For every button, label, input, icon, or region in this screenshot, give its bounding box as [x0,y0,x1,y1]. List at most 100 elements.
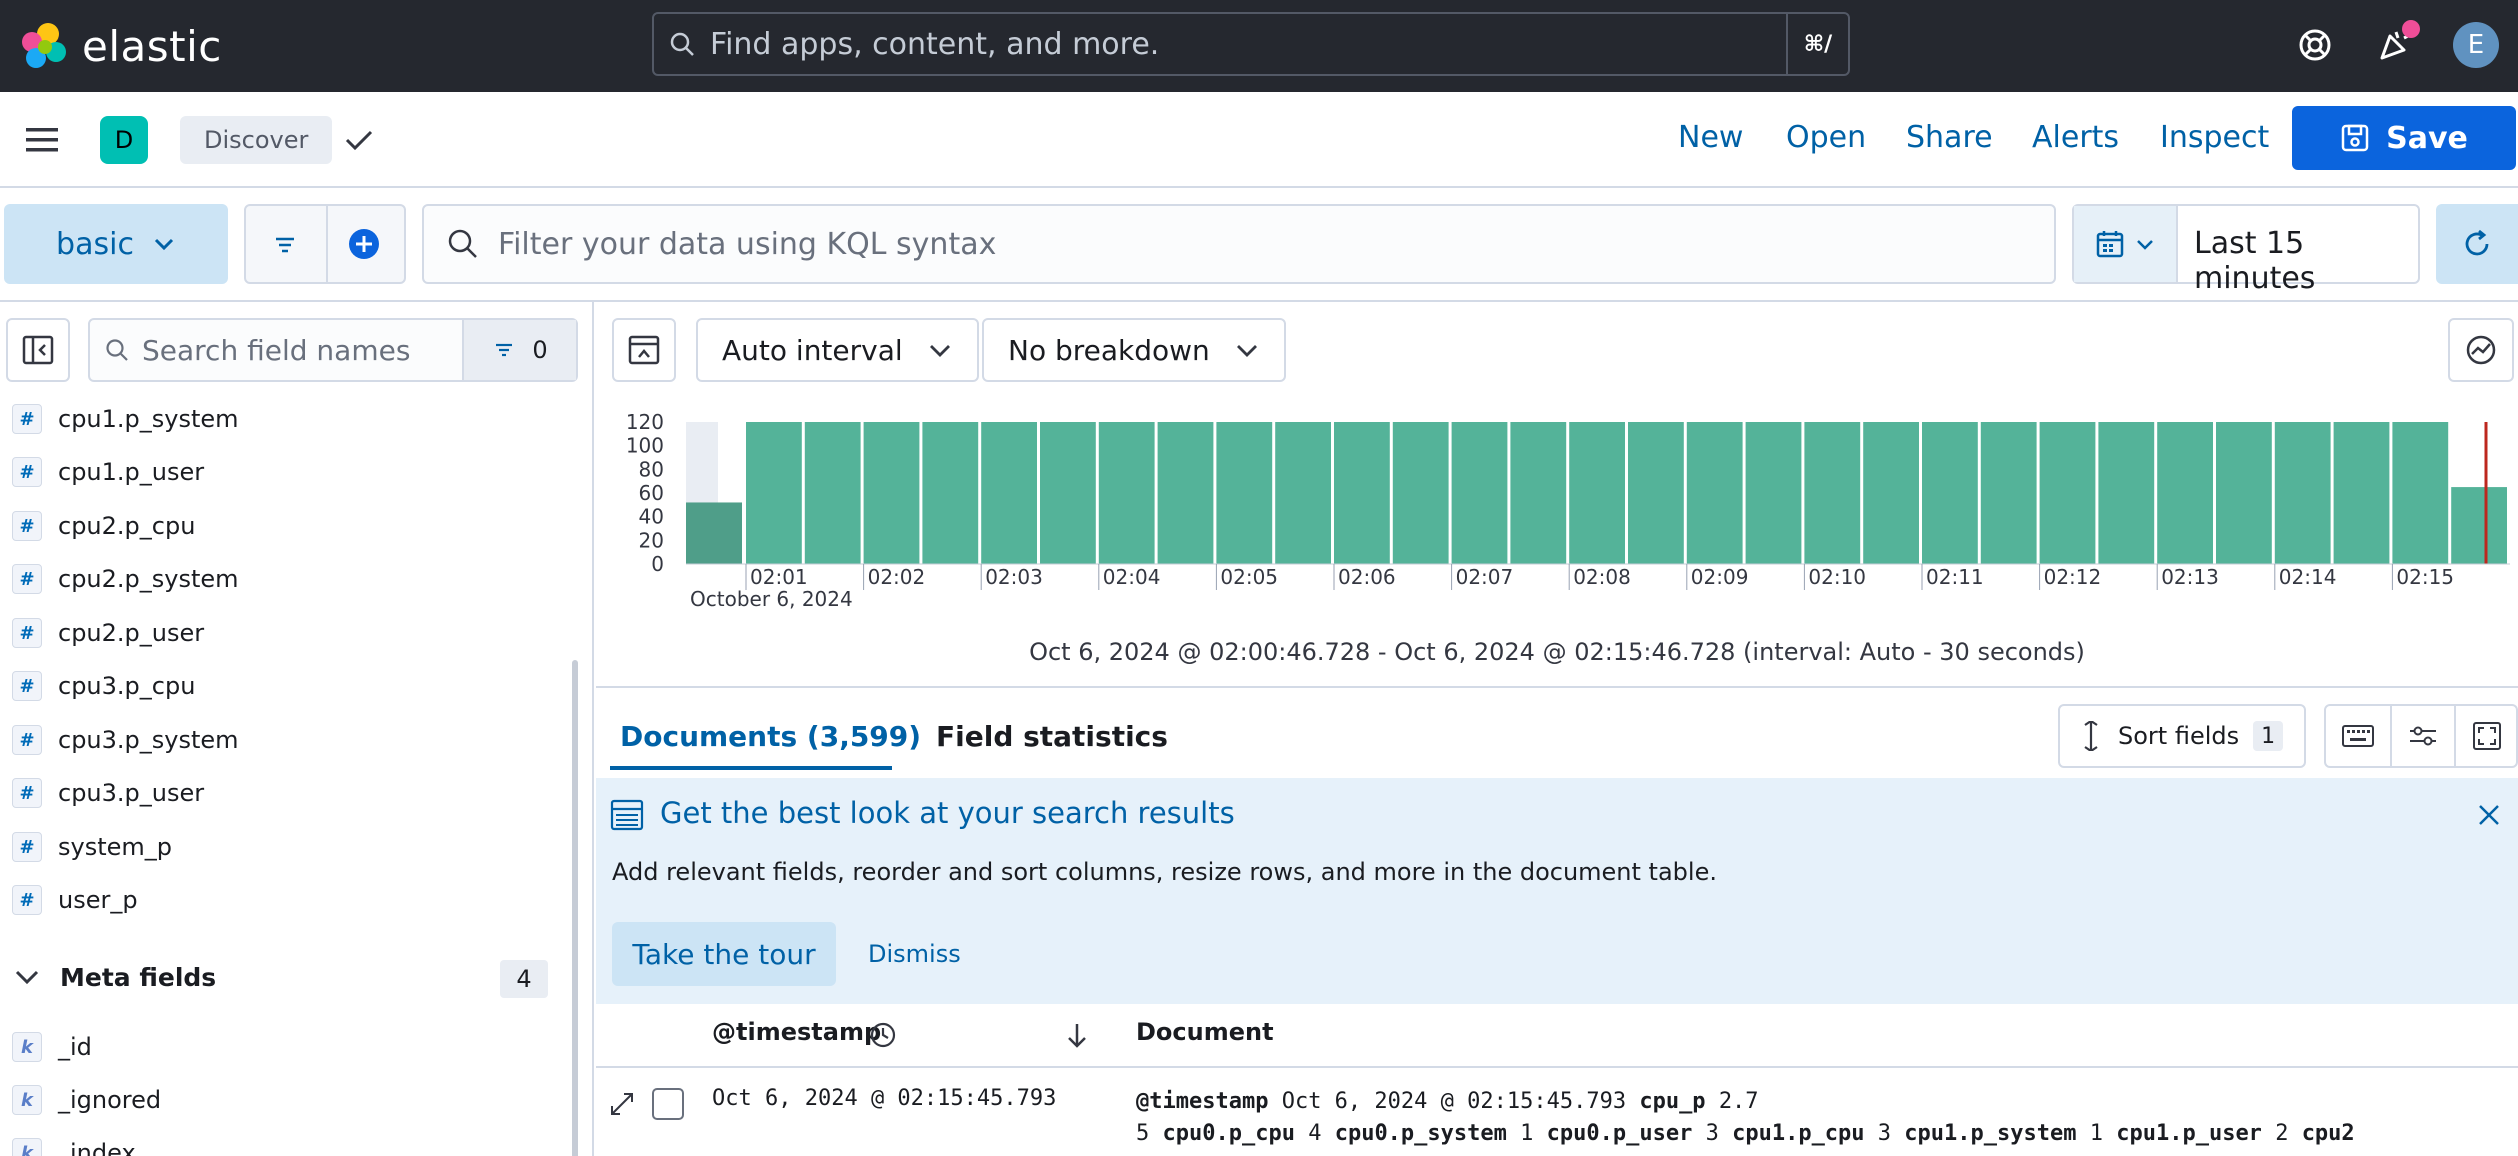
refresh-icon [2465,229,2489,256]
sidebar-scrollbar[interactable] [572,660,578,1156]
refresh-button[interactable] [2436,204,2518,284]
histogram-bar [1980,422,2037,564]
inspect-link[interactable]: Inspect [2160,120,2270,155]
field-item[interactable]: # cpu3.p_cpu [0,661,560,711]
field-item[interactable]: k _ignored [0,1075,560,1125]
tab-documents[interactable]: Documents (3,599) [620,720,922,753]
quick-menu-button[interactable] [2074,206,2178,282]
field-type-filter-button[interactable]: 0 [462,320,576,380]
filter-count: 0 [532,336,548,364]
check-icon [344,128,374,152]
calendar-icon [2096,231,2124,258]
doc-key: cpu0.p_user [1546,1121,1693,1146]
column-header-document[interactable]: Document [1136,1018,1274,1046]
field-item[interactable]: # cpu1.p_system [0,394,560,444]
tab-field-statistics[interactable]: Field statistics [936,720,1168,753]
dismiss-button[interactable]: Dismiss [868,940,961,968]
user-avatar[interactable]: E [2453,22,2499,68]
field-item[interactable]: # cpu3.p_system [0,715,560,765]
chevron-down-icon [154,238,173,251]
data-view-picker[interactable]: basic [4,204,228,284]
display-settings-button[interactable] [2390,706,2454,766]
sort-descending-icon[interactable] [1062,1020,1092,1050]
field-item[interactable]: # cpu3.p_user [0,768,560,818]
table-density-icon [610,799,644,831]
alerts-link[interactable]: Alerts [2032,120,2120,155]
doc-value: Oct 6, 2024 @ 02:15:45.793 [1281,1089,1627,1114]
field-item[interactable]: k _index [0,1128,560,1156]
field-item[interactable]: # cpu2.p_user [0,608,560,658]
interval-select[interactable]: Auto interval [696,318,979,382]
filter-icon [276,237,294,253]
hide-chart-button[interactable] [612,318,676,382]
sort-fields-button[interactable]: Sort fields 1 [2058,704,2306,768]
field-name: cpu1.p_system [58,405,239,433]
number-type-icon: # [12,671,42,701]
collapse-sidebar-button[interactable] [6,318,70,382]
doc-value: 5 [1136,1121,1150,1146]
expand-icon[interactable] [608,1090,636,1118]
keyword-type-icon: k [12,1138,42,1156]
field-item[interactable]: # cpu2.p_system [0,554,560,604]
document-line-1: @timestamp Oct 6, 2024 @ 02:15:45.793 cp… [1136,1086,2355,1118]
histogram-bar [1275,422,1331,564]
histogram-bar [2098,422,2155,564]
keyboard-shortcuts-button[interactable] [2326,706,2390,766]
elastic-logo[interactable]: elastic [18,20,222,72]
callout-body: Add relevant fields, reorder and sort co… [612,858,1717,886]
new-link[interactable]: New [1678,120,1744,155]
space-avatar[interactable]: D [100,116,148,164]
histogram-bar [1745,422,1802,564]
column-header-timestamp[interactable]: @timestamp [712,1018,882,1046]
field-item[interactable]: # user_p [0,875,560,925]
histogram-bar [1392,422,1449,564]
histogram-bar [2039,422,2096,564]
histogram-bar [2274,422,2331,564]
table-row[interactable]: Oct 6, 2024 @ 02:15:45.793 @timestamp Oc… [596,1070,2518,1156]
doc-key: cpu_p [1639,1089,1706,1114]
row-select-checkbox[interactable] [652,1088,684,1120]
help-lifebuoy-icon [2299,29,2331,61]
field-item[interactable]: k _id [0,1022,560,1072]
fullscreen-button[interactable] [2454,706,2518,766]
y-tick-label: 100 [626,434,664,458]
chart-options-button[interactable] [2448,318,2514,382]
doc-key: @timestamp [1136,1089,1269,1114]
save-button[interactable]: Save [2292,106,2516,170]
filter-menu-button[interactable] [270,230,300,260]
date-picker[interactable]: Last 15 minutes [2072,204,2420,296]
x-tick-label: 02:02 [868,565,926,589]
share-link[interactable]: Share [1906,120,1993,155]
histogram-bar [981,422,1037,564]
breakdown-label: No breakdown [1008,333,1210,367]
field-search-input[interactable]: Search field names 0 [88,318,578,382]
field-item[interactable]: # cpu2.p_cpu [0,501,560,551]
breadcrumb-discover[interactable]: Discover [180,116,333,164]
sort-icon [2084,721,2098,751]
kql-query-input[interactable]: Filter your data using KQL syntax [422,204,2056,284]
help-button[interactable] [2292,22,2338,68]
meta-fields-accordion[interactable]: Meta fields 4 [0,952,560,1002]
breakdown-select[interactable]: No breakdown [982,318,1286,382]
x-tick-label: 02:05 [1220,565,1278,589]
y-tick-label: 120 [626,410,664,434]
y-tick-label: 60 [639,481,664,505]
number-type-icon: # [12,885,42,915]
histogram-bar [2333,422,2390,564]
field-item[interactable]: # system_p [0,822,560,872]
take-tour-button[interactable]: Take the tour [612,922,836,986]
tab-selected-indicator [610,766,892,770]
global-search-input[interactable]: Find apps, content, and more. ⌘/ [652,12,1850,76]
doc-key: cpu0.p_cpu [1162,1121,1295,1146]
keyword-type-icon: k [12,1032,42,1062]
add-filter-button[interactable] [346,226,382,262]
close-icon[interactable] [2476,802,2502,828]
notification-dot [2402,20,2420,38]
meta-fields-label: Meta fields [60,962,217,992]
open-link[interactable]: Open [1786,120,1867,155]
histogram-bar [2392,422,2449,564]
menu-button[interactable] [22,120,62,160]
doc-value: 2.7 [1718,1089,1759,1114]
field-item[interactable]: # cpu1.p_user [0,447,560,497]
